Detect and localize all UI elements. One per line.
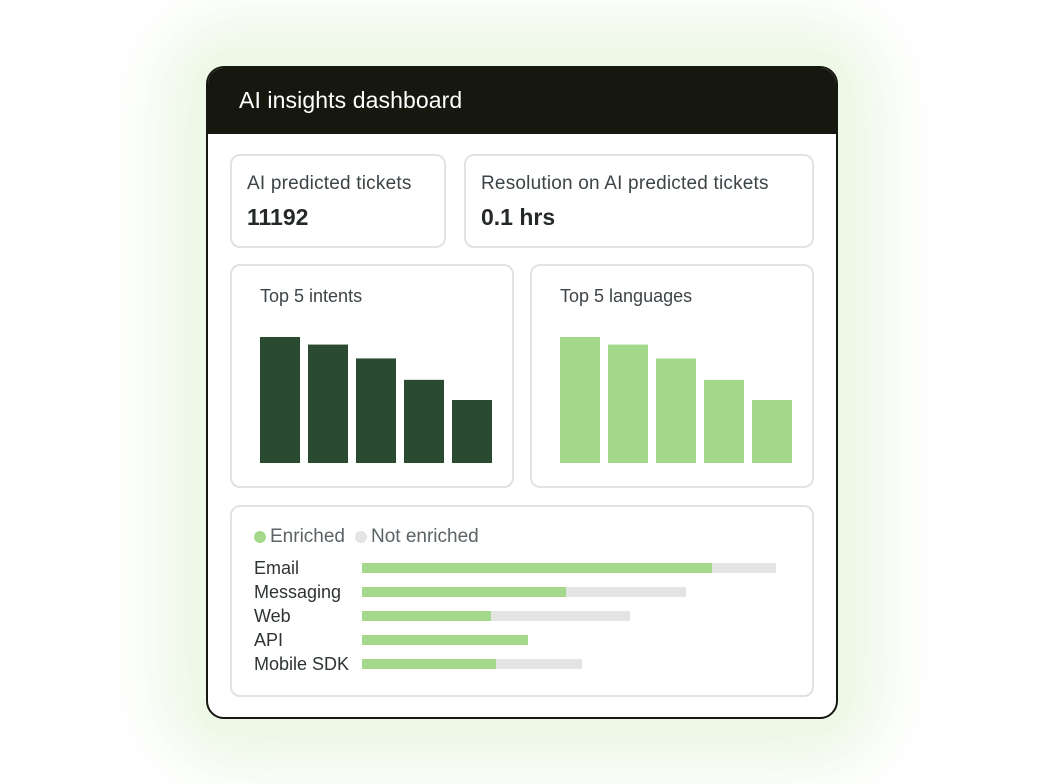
bar-5 bbox=[452, 400, 492, 463]
bar-fill-enriched bbox=[362, 635, 528, 645]
bar-fill-enriched bbox=[362, 587, 566, 597]
stat-ai-predicted-tickets: AI predicted tickets 11192 bbox=[230, 154, 446, 248]
dashboard-card: AI insights dashboard AI predicted ticke… bbox=[206, 66, 838, 719]
channel-label: Messaging bbox=[254, 582, 342, 602]
bar-1 bbox=[560, 337, 600, 463]
bar-3 bbox=[356, 358, 396, 463]
bar-track bbox=[362, 587, 686, 597]
channel-label: API bbox=[254, 630, 284, 650]
channel-row-api: API bbox=[254, 628, 814, 652]
channel-label: Mobile SDK bbox=[254, 654, 350, 674]
bar-4 bbox=[704, 379, 744, 463]
bar-fill-enriched bbox=[362, 611, 491, 621]
legend: Enriched Not enriched bbox=[254, 526, 489, 548]
languages-bar-chart bbox=[560, 337, 792, 463]
legend-item-enriched: Enriched bbox=[254, 526, 345, 548]
legend-label: Enriched bbox=[270, 526, 345, 547]
bar-1 bbox=[260, 337, 300, 463]
bar-2 bbox=[608, 344, 648, 463]
bar-5 bbox=[752, 400, 792, 463]
bar-track bbox=[362, 635, 528, 645]
stat-value: 0.1 hrs bbox=[481, 204, 556, 230]
legend-dot-icon bbox=[254, 531, 266, 543]
chart-title: Top 5 intents bbox=[260, 286, 363, 306]
chart-top-languages: Top 5 languages bbox=[530, 264, 814, 488]
bar-fill-enriched bbox=[362, 659, 496, 669]
channel-row-email: Email bbox=[254, 556, 814, 580]
bar-fill-enriched bbox=[362, 563, 712, 573]
bar-4 bbox=[404, 379, 444, 463]
stat-value: 11192 bbox=[247, 204, 309, 230]
bar-track bbox=[362, 659, 582, 669]
legend-dot-icon bbox=[355, 531, 367, 543]
stat-label: AI predicted tickets bbox=[247, 173, 412, 194]
channel-row-mobile-sdk: Mobile SDK bbox=[254, 652, 814, 676]
bar-3 bbox=[656, 358, 696, 463]
bar-track bbox=[362, 563, 776, 573]
channel-row-messaging: Messaging bbox=[254, 580, 814, 604]
legend-label: Not enriched bbox=[371, 526, 479, 547]
chart-top-intents: Top 5 intents bbox=[230, 264, 514, 488]
chart-title: Top 5 languages bbox=[560, 286, 693, 306]
stat-resolution-time: Resolution on AI predicted tickets 0.1 h… bbox=[464, 154, 814, 248]
bar-track bbox=[362, 611, 630, 621]
dashboard-title: AI insights dashboard bbox=[208, 68, 836, 134]
channel-label: Web bbox=[254, 606, 291, 626]
bar-2 bbox=[308, 344, 348, 463]
channel-row-web: Web bbox=[254, 604, 814, 628]
stat-label: Resolution on AI predicted tickets bbox=[481, 173, 769, 194]
intents-bar-chart bbox=[260, 337, 492, 463]
legend-item-not-enriched: Not enriched bbox=[355, 526, 479, 548]
channel-label: Email bbox=[254, 558, 300, 578]
enrichment-panel: Enriched Not enriched Email Messaging We… bbox=[230, 505, 814, 697]
